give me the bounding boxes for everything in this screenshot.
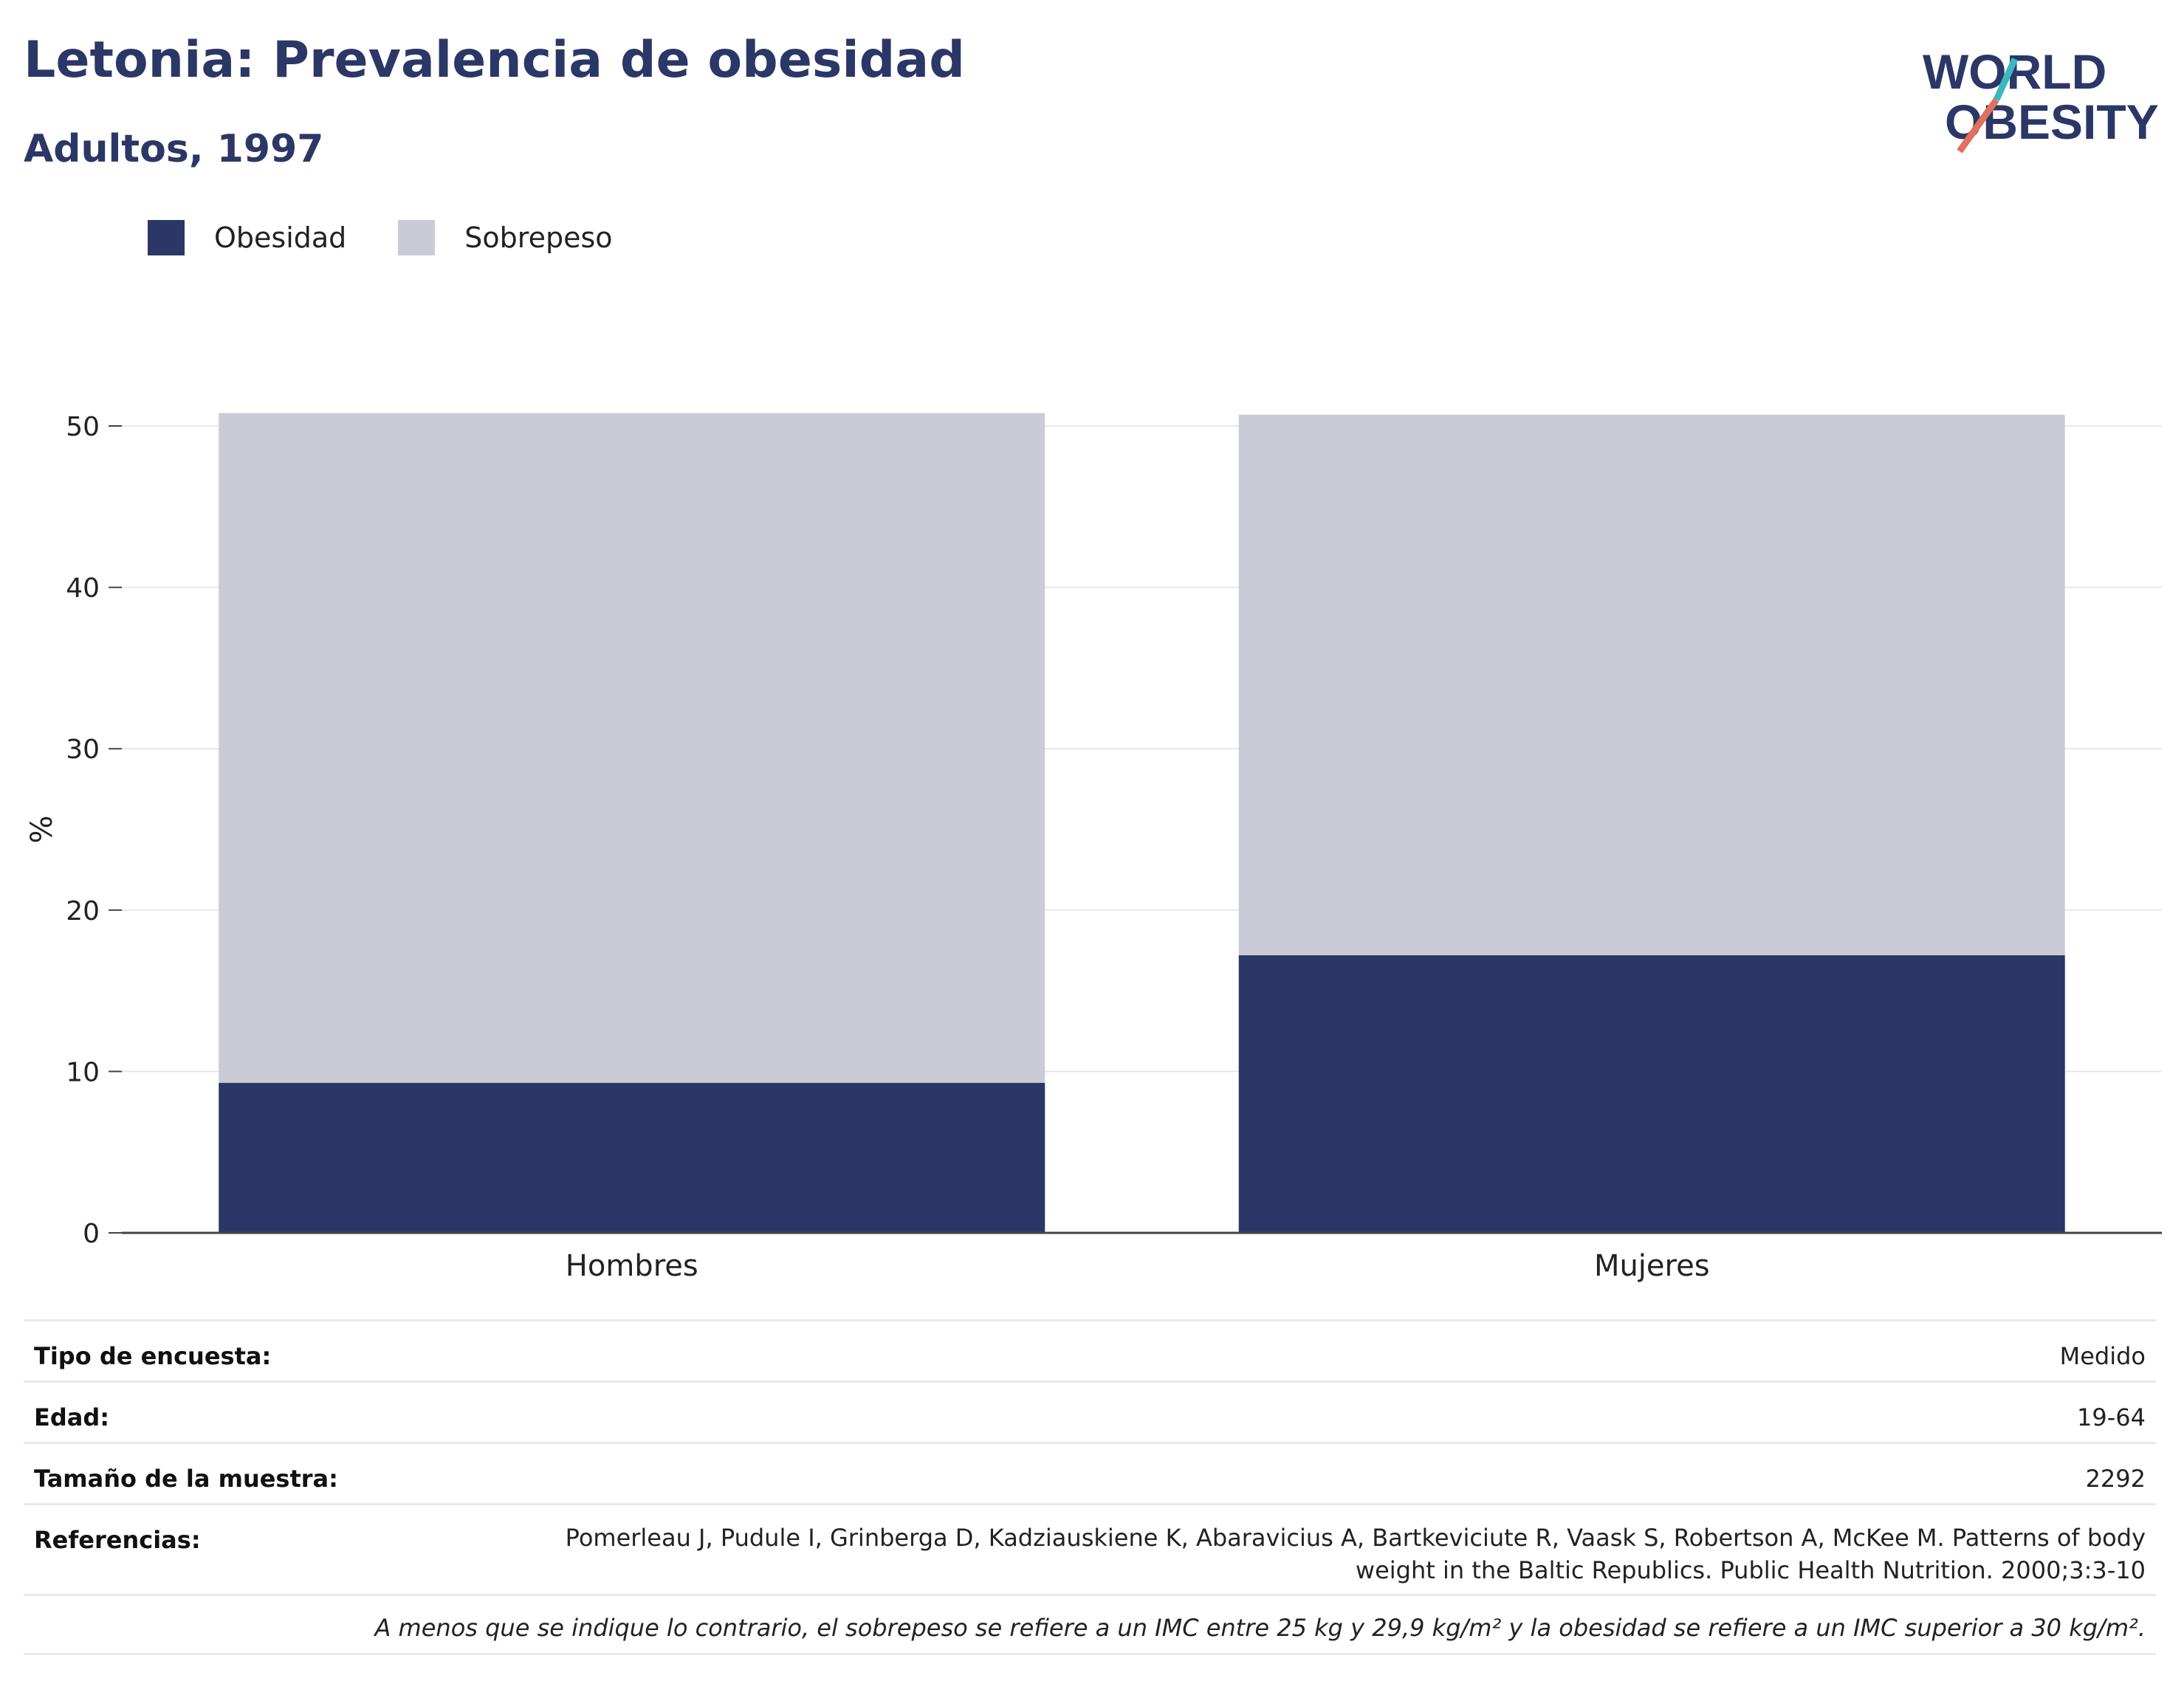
logo-slash-teal xyxy=(1993,58,2019,101)
info-row-references: Referencias: Pomerleau J, Pudule I, Grin… xyxy=(24,1503,2156,1594)
y-tick-label: 40 xyxy=(66,574,100,604)
references-value: Pomerleau J, Pudule I, Grinberga D, Kadz… xyxy=(565,1524,2146,1584)
bar-sobrepeso-mujeres xyxy=(1238,414,2065,956)
bar-obesidad-hombres xyxy=(219,1082,1045,1233)
page-title: Letonia: Prevalencia de obesidad xyxy=(24,31,965,89)
bar-sobrepeso-hombres xyxy=(219,413,1045,1083)
legend-item-sobrepeso[interactable]: Sobrepeso xyxy=(398,220,613,255)
survey-type-label: Tipo de encuesta: xyxy=(34,1342,272,1370)
x-tick-label: Mujeres xyxy=(1594,1249,1710,1283)
legend-swatch-sobrepeso xyxy=(398,220,436,255)
sample-size-value: 2292 xyxy=(2085,1465,2146,1493)
stacked-bar-chart: 0 10 20 30 40 50% Hombres Mujeres xyxy=(25,412,2162,1283)
x-tick-label: Hombres xyxy=(566,1249,698,1283)
page-subtitle: Adultos, 1997 xyxy=(24,127,324,171)
age-label: Edad: xyxy=(34,1403,110,1431)
y-tick-label: 30 xyxy=(66,735,100,765)
survey-info-table: Tipo de encuesta: Medido Edad: 19-64 Tam… xyxy=(24,1319,2156,1655)
chart-legend: Obesidad Sobrepeso xyxy=(148,220,665,255)
legend-label-obesidad: Obesidad xyxy=(214,221,347,254)
info-row-survey-type: Tipo de encuesta: Medido xyxy=(24,1319,2156,1381)
references-label: Referencias: xyxy=(34,1526,201,1554)
logo-slash-coral xyxy=(1957,97,1999,154)
info-row-sample-size: Tamaño de la muestra: 2292 xyxy=(24,1442,2156,1503)
survey-type-value: Medido xyxy=(2059,1342,2146,1370)
bar-obesidad-mujeres xyxy=(1238,955,2065,1233)
info-row-age: Edad: 19-64 xyxy=(24,1381,2156,1442)
y-tick-label: 0 xyxy=(83,1219,100,1249)
sample-size-label: Tamaño de la muestra: xyxy=(34,1465,338,1493)
legend-item-obesidad[interactable]: Obesidad xyxy=(148,220,346,255)
age-value: 19-64 xyxy=(2077,1403,2146,1431)
definition-note: A menos que se indique lo contrario, el … xyxy=(24,1594,2156,1655)
legend-label-sobrepeso: Sobrepeso xyxy=(464,221,613,254)
y-tick-label: 10 xyxy=(66,1057,100,1087)
y-tick-label: 20 xyxy=(66,896,100,926)
y-axis-label: % xyxy=(25,815,59,843)
logo-line1: WORLD xyxy=(1923,44,2106,99)
world-obesity-logo: WORLD OBESITY xyxy=(1923,44,2159,154)
y-tick-label: 50 xyxy=(66,412,100,442)
legend-swatch-obesidad xyxy=(148,220,185,255)
